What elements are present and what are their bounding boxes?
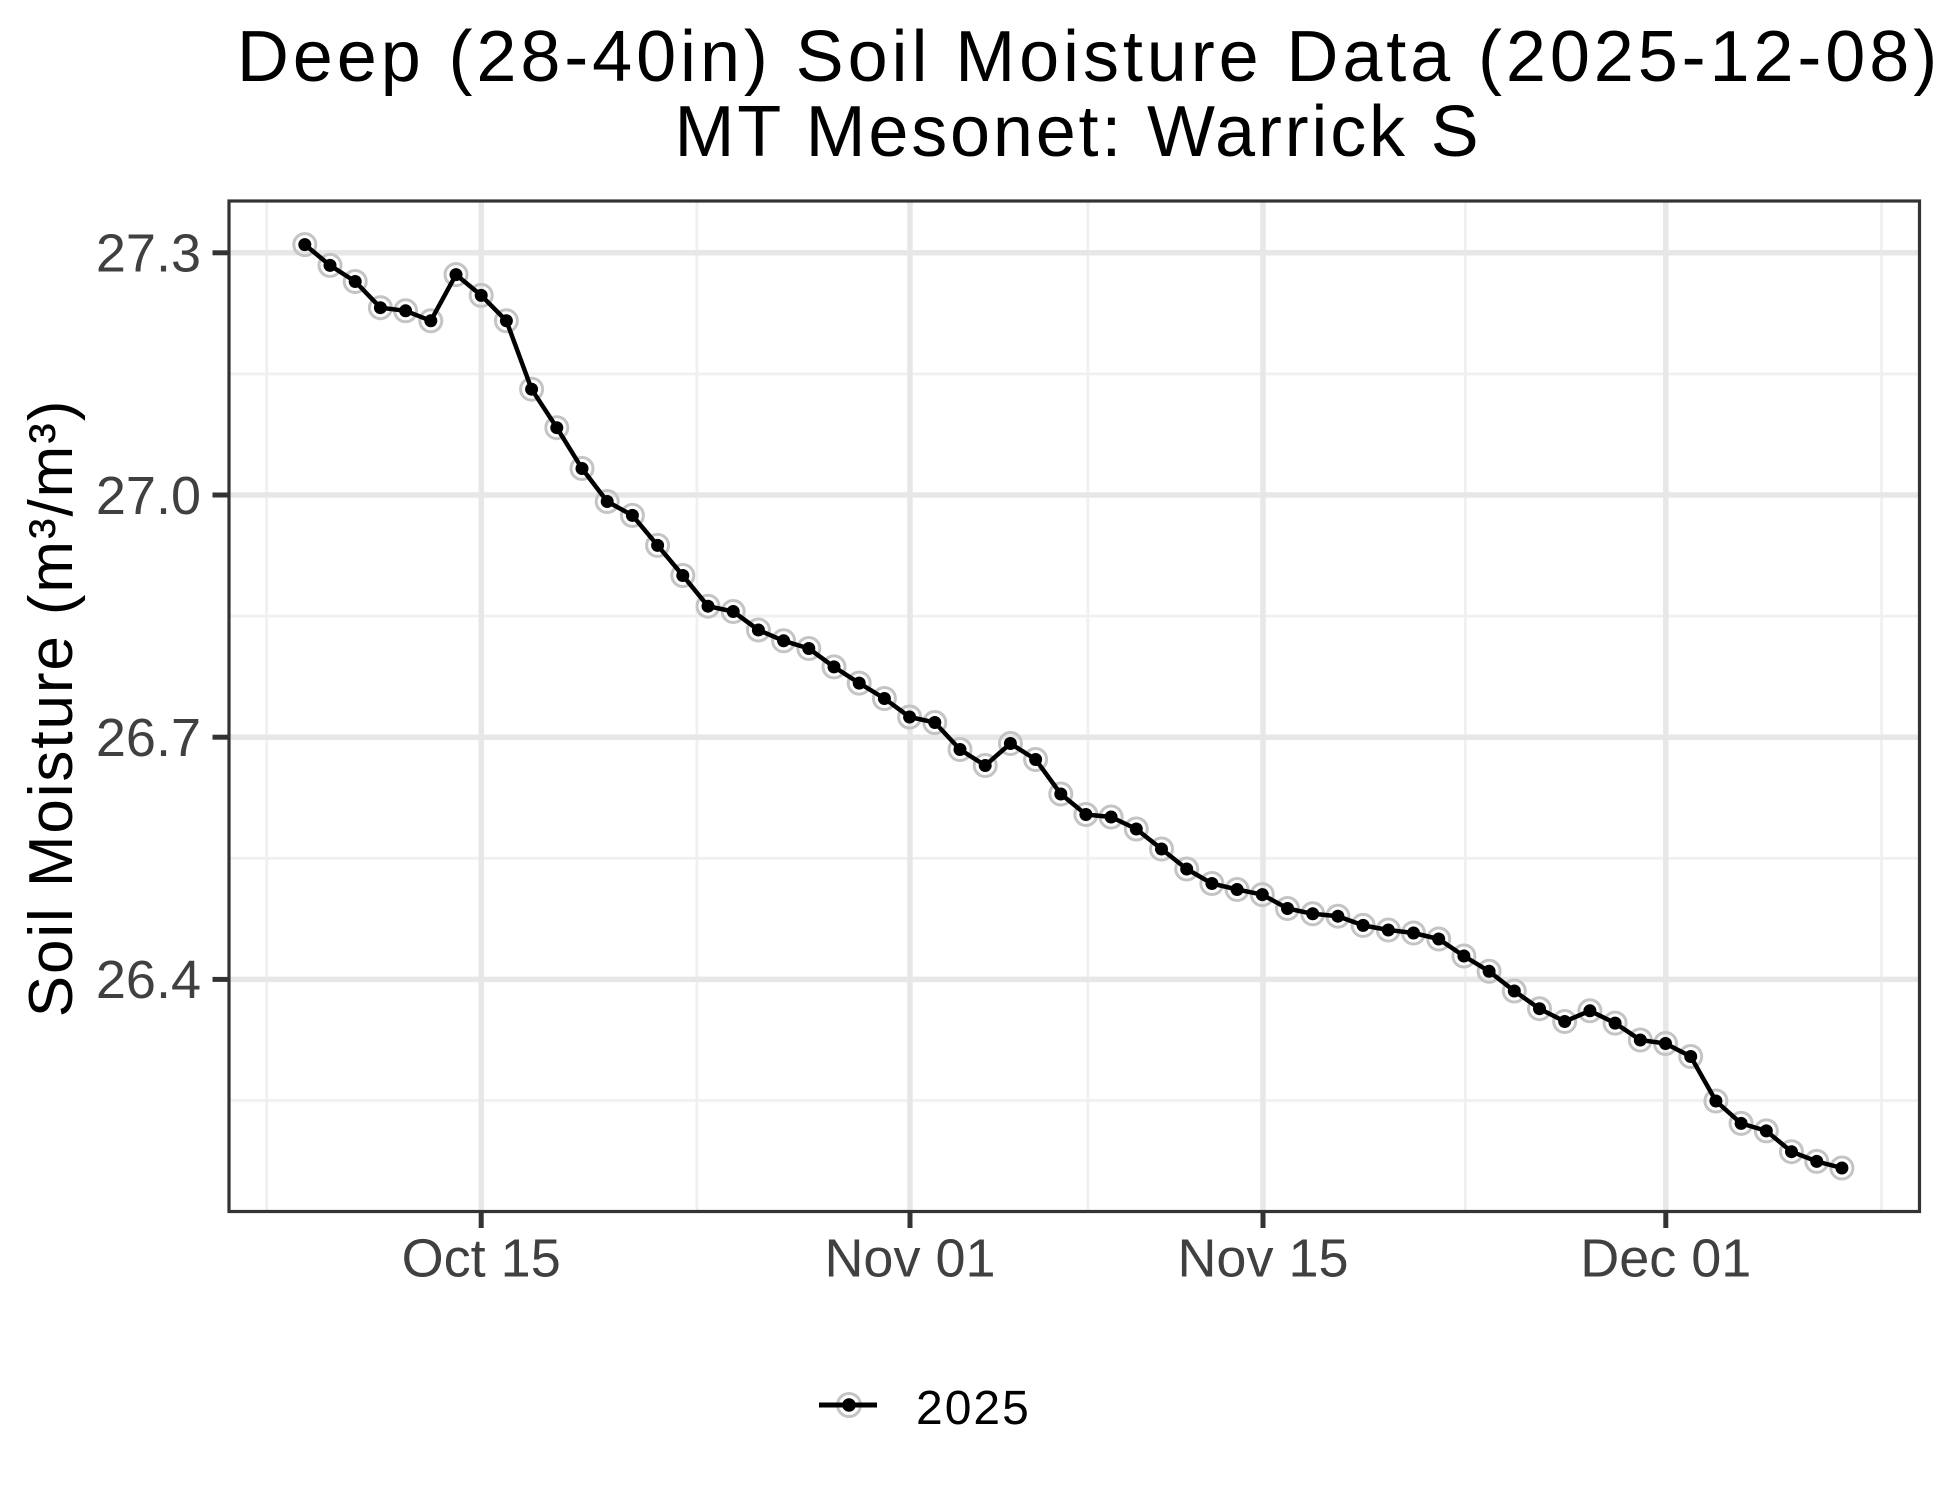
svg-text:Nov 01: Nov 01	[824, 1229, 995, 1289]
svg-text:2025: 2025	[916, 1382, 1031, 1435]
svg-text:Oct 15: Oct 15	[402, 1229, 561, 1289]
svg-text:Soil Moisture (m³/m³): Soil Moisture (m³/m³)	[17, 399, 86, 1018]
svg-text:27.0: 27.0	[96, 466, 201, 526]
svg-text:MT Mesonet: Warrick S: MT Mesonet: Warrick S	[675, 92, 1482, 172]
svg-text:Deep (28-40in) Soil Moisture D: Deep (28-40in) Soil Moisture Data (2025-…	[237, 17, 1941, 97]
svg-text:26.7: 26.7	[96, 708, 201, 768]
svg-text:Nov 15: Nov 15	[1177, 1229, 1348, 1289]
svg-text:27.3: 27.3	[96, 224, 201, 284]
svg-text:26.4: 26.4	[96, 950, 201, 1010]
svg-text:Dec 01: Dec 01	[1580, 1229, 1751, 1289]
